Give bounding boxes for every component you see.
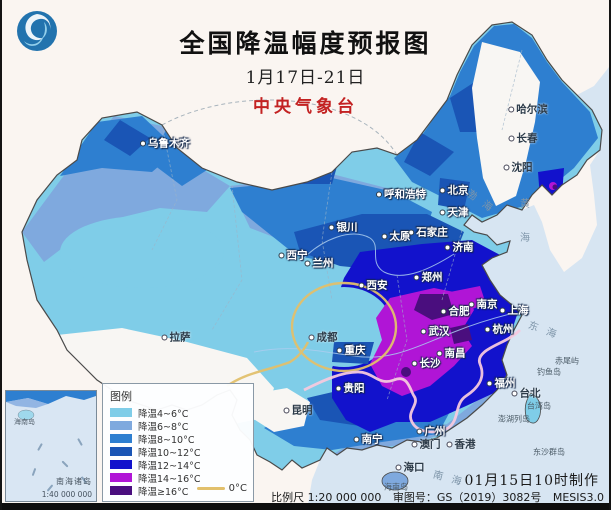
legend-item-label: 降温10~12°C [138,447,201,459]
legend-color-chip [110,421,132,430]
inset-coast-art [6,391,96,421]
legend-item: 降温14~16°C [110,471,246,485]
legend-item: 降温10~12°C [110,445,246,459]
zero-line-sample [196,487,225,490]
reef-mark [37,443,43,451]
map-scale: 比例尺 1:20 000 000 [271,491,382,504]
legend-item-label: 降温6~8°C [138,421,189,433]
legend-rows: 降温4~6°C 降温6~8°C 降温8~10°C 降温10~12°C 降温12~14°C… [110,406,246,498]
legend-item-label: 降温4~6°C [138,408,189,420]
approval-number: 审图号：GS（2019）3082号 [392,491,542,504]
system-name: MESIS3.0 [552,491,604,504]
legend-color-chip [110,460,132,469]
legend-item: 降温≥16°C [110,484,246,498]
south-china-sea-inset: 海南岛 南海诸岛 1:40 000 000 [5,390,97,502]
reef-mark [77,438,83,446]
legend-item-label: 降温≥16°C [138,486,189,498]
zero-line-legend: 0°C [196,483,247,494]
zero-line-label: 0°C [228,483,247,494]
legend-item: 降温12~14°C [110,458,246,472]
reef-mark [61,460,69,468]
legend-item: 降温8~10°C [110,432,246,446]
legend-item-label: 降温12~14°C [138,460,201,472]
legend-item: 降温6~8°C [110,419,246,433]
reef-mark [31,467,37,477]
legend-color-chip [110,447,132,456]
map-metadata-line: 比例尺 1:20 000 000 审图号：GS（2019）3082号 MESIS… [263,489,604,505]
legend-color-chip [110,473,132,482]
bottom-border-bar [2,503,609,510]
legend-item-label: 降温14~16°C [138,473,201,485]
cma-logo [17,11,57,51]
legend-color-chip [110,408,132,417]
legend-item: 降温4~6°C [110,406,246,420]
legend-color-chip [110,434,132,443]
legend-box: 图例 降温4~6°C 降温6~8°C 降温8~10°C 降温10~12°C 降温12~1… [102,383,254,502]
inset-region-label: 南海诸岛 [56,477,92,486]
legend-item-label: 降温8~10°C [138,434,195,446]
legend-color-chip [110,486,132,495]
inset-scale-label: 1:40 000 000 [41,490,92,499]
legend-title: 图例 [110,390,132,403]
production-timestamp: 01月15日10时制作 [464,473,599,489]
inset-hainan-label: 海南岛 [14,418,35,426]
